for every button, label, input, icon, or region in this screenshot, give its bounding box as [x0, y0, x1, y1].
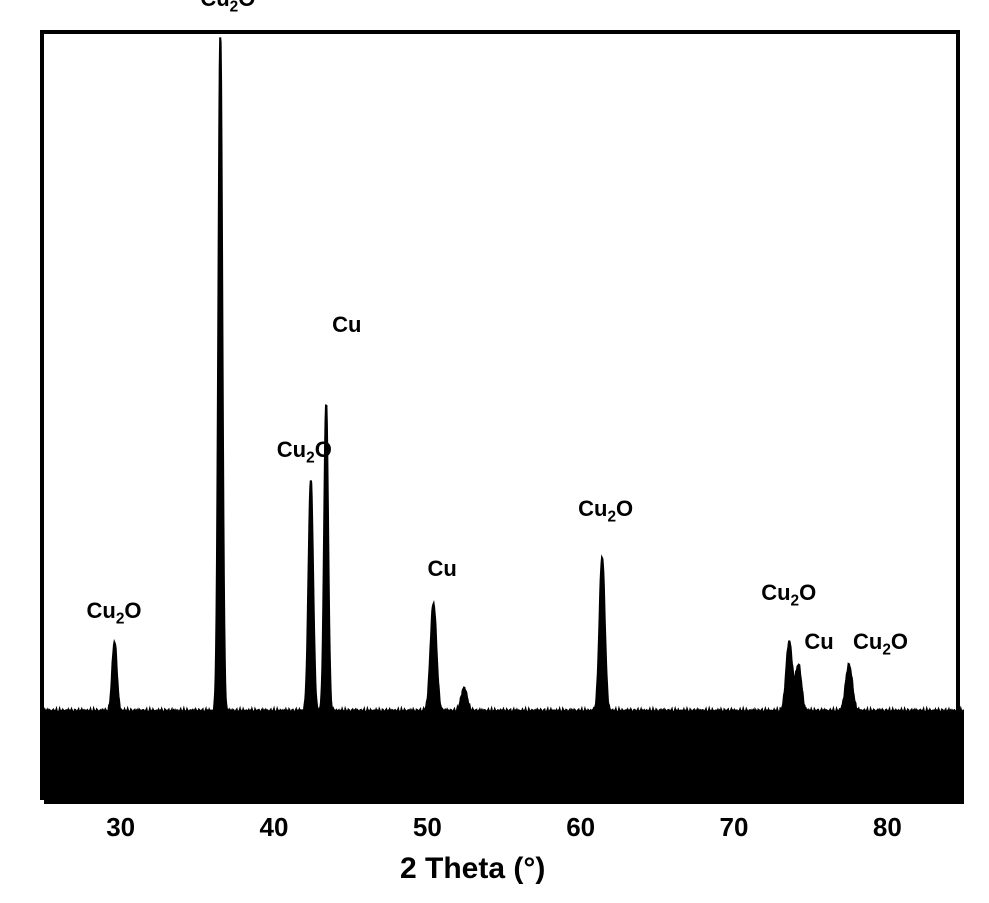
x-tick-label: 40: [244, 812, 304, 843]
x-tick-minor: [181, 798, 184, 804]
plot-area: [40, 30, 960, 800]
x-tick-minor: [641, 798, 644, 804]
x-tick-minor: [457, 798, 460, 804]
x-tick-minor: [150, 798, 153, 804]
x-tick-minor: [58, 798, 61, 804]
x-tick-label: 80: [857, 812, 917, 843]
x-tick-minor: [763, 798, 766, 804]
x-tick-minor: [549, 798, 552, 804]
x-tick-minor: [395, 798, 398, 804]
x-tick-minor: [487, 798, 490, 804]
x-tick-minor: [671, 798, 674, 804]
x-tick-major: [273, 792, 276, 804]
x-tick-label: 30: [91, 812, 151, 843]
peak-label: Cu: [332, 312, 361, 338]
x-tick-major: [886, 792, 889, 804]
peak-label: Cu2O: [578, 496, 633, 522]
x-tick-label: 50: [397, 812, 457, 843]
x-tick-minor: [211, 798, 214, 804]
spectrum-fill: [44, 37, 964, 804]
x-axis-title: 2 Theta (°): [400, 852, 545, 886]
peak-label: Cu2O: [277, 437, 332, 463]
peak-label: Cu2O: [87, 598, 142, 624]
x-tick-minor: [794, 798, 797, 804]
xrd-svg: [44, 34, 964, 804]
x-tick-minor: [825, 798, 828, 804]
x-tick-minor: [365, 798, 368, 804]
x-tick-minor: [947, 798, 950, 804]
x-tick-major: [579, 792, 582, 804]
x-tick-major: [426, 792, 429, 804]
spectrum-line: [44, 37, 964, 714]
x-tick-major: [119, 792, 122, 804]
x-tick-minor: [702, 798, 705, 804]
x-tick-major: [733, 792, 736, 804]
x-tick-label: 60: [551, 812, 611, 843]
peak-label: Cu2O: [761, 580, 816, 606]
peak-label: Cu2O: [200, 0, 255, 12]
x-tick-label: 70: [704, 812, 764, 843]
x-tick-minor: [917, 798, 920, 804]
x-tick-minor: [855, 798, 858, 804]
xrd-chart: 2 Theta (°) 30 40 50 60 70 80 Cu2O Cu2O Cu2O Cu Cu…: [0, 0, 989, 903]
peak-label: Cu: [427, 556, 456, 582]
x-tick-minor: [242, 798, 245, 804]
x-tick-minor: [610, 798, 613, 804]
x-tick-minor: [303, 798, 306, 804]
x-tick-minor: [89, 798, 92, 804]
x-tick-minor: [334, 798, 337, 804]
x-tick-minor: [518, 798, 521, 804]
peak-label: Cu2O: [853, 629, 908, 655]
peak-label: Cu: [804, 629, 833, 655]
